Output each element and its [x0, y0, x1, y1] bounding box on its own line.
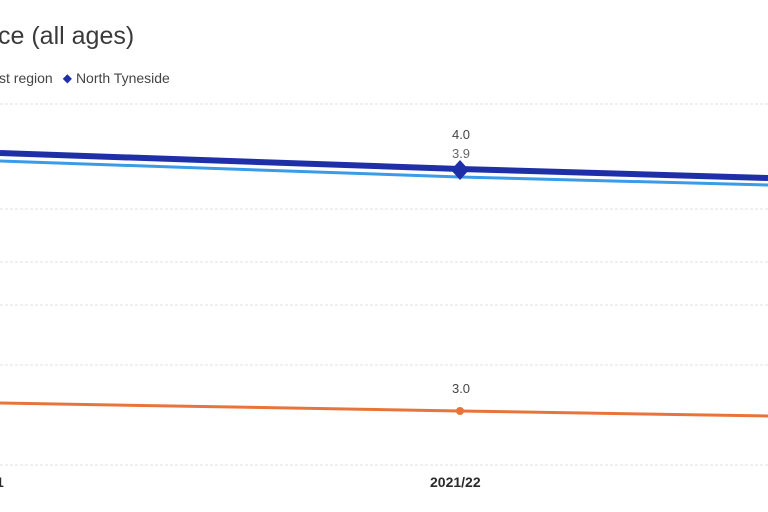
label-ne-2021: 3.9	[451, 146, 471, 161]
chart-title: ce (all ages)	[0, 22, 135, 50]
x-tick-left: 1	[0, 474, 4, 490]
diamond-marker	[451, 160, 469, 180]
legend-item-north-tyneside: North Tyneside	[75, 70, 170, 86]
legend-item-region: st region	[0, 70, 53, 86]
label-nt-2021: 4.0	[451, 127, 471, 142]
label-eng-2021: 3.0	[451, 381, 471, 396]
chart-legend: st region ◆ North Tyneside	[0, 70, 170, 86]
x-tick-2021-22: 2021/22	[430, 474, 481, 490]
series-england	[0, 401, 768, 418]
gridlines	[0, 103, 768, 466]
england-marker	[456, 407, 464, 415]
diamond-icon: ◆	[62, 71, 72, 85]
